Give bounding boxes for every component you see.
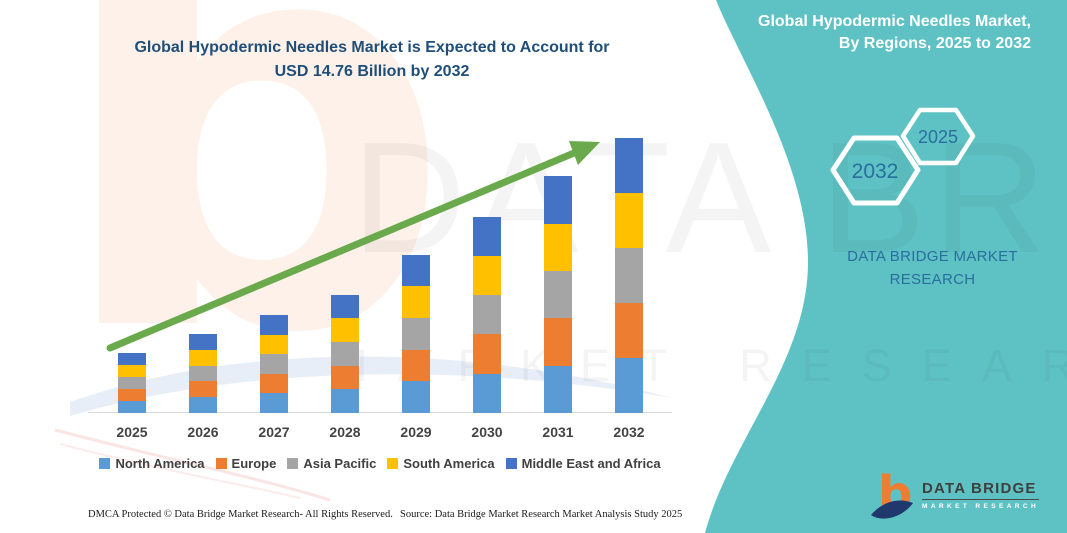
bar-segment-north-america: [260, 393, 288, 413]
bar-segment-middle-east-and-africa: [544, 176, 572, 224]
legend-label: South America: [403, 456, 495, 471]
bar-segment-north-america: [544, 365, 572, 413]
bar-2026: [189, 333, 217, 413]
bar-segment-europe: [473, 334, 501, 374]
bar-segment-asia-pacific: [189, 365, 217, 382]
dbmr-logo-subtitle: MARKET RESEARCH: [922, 503, 1040, 510]
chart-title: Global Hypodermic Needles Market is Expe…: [88, 36, 656, 84]
legend-swatch: [387, 458, 399, 469]
legend-label: Asia Pacific: [303, 456, 377, 471]
bar-segment-europe: [331, 365, 359, 390]
dbmr-logo-text: DATA BRIDGE MARKET RESEARCH: [922, 480, 1040, 510]
bar-2027: [260, 315, 288, 413]
bar-segment-asia-pacific: [544, 271, 572, 319]
bar-2030: [473, 216, 501, 413]
x-axis-label: 2031: [542, 424, 574, 440]
bar-segment-middle-east-and-africa: [402, 254, 430, 287]
bar-segment-north-america: [118, 401, 146, 413]
legend-item: Middle East and Africa: [505, 456, 661, 471]
bar-2032: [615, 138, 643, 413]
bar-segment-europe: [402, 349, 430, 382]
brand-line1: DATA BRIDGE MARKET: [847, 248, 1018, 265]
bar-segment-europe: [615, 303, 643, 359]
chart-legend: North America Europe Asia Pacific South Ame…: [84, 456, 676, 471]
bar-segment-south-america: [260, 334, 288, 355]
bar-segment-south-america: [473, 255, 501, 296]
legend-swatch: [505, 458, 517, 469]
bar-segment-middle-east-and-africa: [331, 294, 359, 319]
x-axis-label: 2027: [258, 424, 290, 440]
bar-segment-north-america: [615, 358, 643, 413]
bar-segment-south-america: [402, 286, 430, 318]
legend-swatch: [99, 458, 111, 469]
bar-segment-asia-pacific: [402, 317, 430, 350]
bar-segment-middle-east-and-africa: [118, 353, 146, 366]
bar-segment-middle-east-and-africa: [615, 138, 643, 194]
bar-segment-middle-east-and-africa: [260, 315, 288, 335]
legend-item: South America: [387, 456, 495, 471]
side-panel-title-line2: By Regions, 2025 to 2032: [838, 35, 1031, 53]
bar-2031: [544, 176, 572, 413]
dbmr-logo: b DATA BRIDGE MARKET RESEARCH: [870, 466, 1040, 524]
x-axis-label: 2030: [471, 424, 503, 440]
bar-2029: [402, 254, 430, 413]
legend-label: Middle East and Africa: [521, 456, 661, 471]
bar-2028: [331, 294, 359, 413]
side-panel-brand: DATA BRIDGE MARKET RESEARCH: [830, 245, 1035, 292]
brand-line2: RESEARCH: [889, 271, 976, 289]
bar-segment-asia-pacific: [331, 342, 359, 366]
legend-item: Europe: [215, 456, 277, 471]
legend-swatch: [215, 458, 227, 469]
x-axis-label: 2025: [116, 424, 148, 440]
bar-segment-asia-pacific: [260, 354, 288, 374]
source-note: Source: Data Bridge Market Research Mark…: [400, 509, 683, 520]
bar-segment-north-america: [473, 373, 501, 413]
bar-segment-south-america: [615, 193, 643, 249]
side-panel-title-line1: Global Hypodermic Needles Market,: [758, 13, 1031, 30]
bar-segment-asia-pacific: [615, 248, 643, 304]
side-panel-title: Global Hypodermic Needles Market, By Reg…: [701, 11, 1031, 56]
bar-segment-north-america: [402, 381, 430, 413]
legend-item: North America: [99, 456, 205, 471]
bar-segment-asia-pacific: [473, 295, 501, 335]
chart-title-line2: USD 14.76 Billion by 2032: [274, 63, 470, 80]
bar-2025: [118, 353, 146, 413]
legend-label: Europe: [231, 456, 277, 471]
dbmr-logo-name: DATA BRIDGE: [922, 480, 1040, 500]
x-axis-line: [88, 412, 672, 413]
legend-label: North America: [115, 456, 205, 471]
bar-segment-south-america: [331, 318, 359, 343]
bar-segment-south-america: [118, 365, 146, 378]
x-axis-label: 2029: [400, 424, 432, 440]
x-axis-label: 2028: [329, 424, 361, 440]
bar-segment-north-america: [331, 389, 359, 413]
bar-segment-europe: [118, 389, 146, 402]
legend-swatch: [287, 458, 299, 469]
bar-segment-north-america: [189, 397, 217, 413]
bar-segment-middle-east-and-africa: [473, 216, 501, 256]
chart-title-line1: Global Hypodermic Needles Market is Expe…: [134, 39, 610, 56]
bar-segment-south-america: [189, 349, 217, 366]
legend-item: Asia Pacific: [287, 456, 376, 471]
bar-segment-europe: [260, 373, 288, 394]
x-axis-label: 2026: [187, 424, 219, 440]
x-axis-label: 2032: [613, 424, 645, 440]
dmca-note: DMCA Protected © Data Bridge Market Rese…: [88, 509, 393, 520]
bar-segment-europe: [189, 381, 217, 398]
bar-segment-europe: [544, 318, 572, 366]
dbmr-logo-icon: b: [871, 466, 913, 522]
bar-segment-middle-east-and-africa: [189, 333, 217, 350]
bar-segment-south-america: [544, 223, 572, 272]
bar-segment-asia-pacific: [118, 377, 146, 390]
